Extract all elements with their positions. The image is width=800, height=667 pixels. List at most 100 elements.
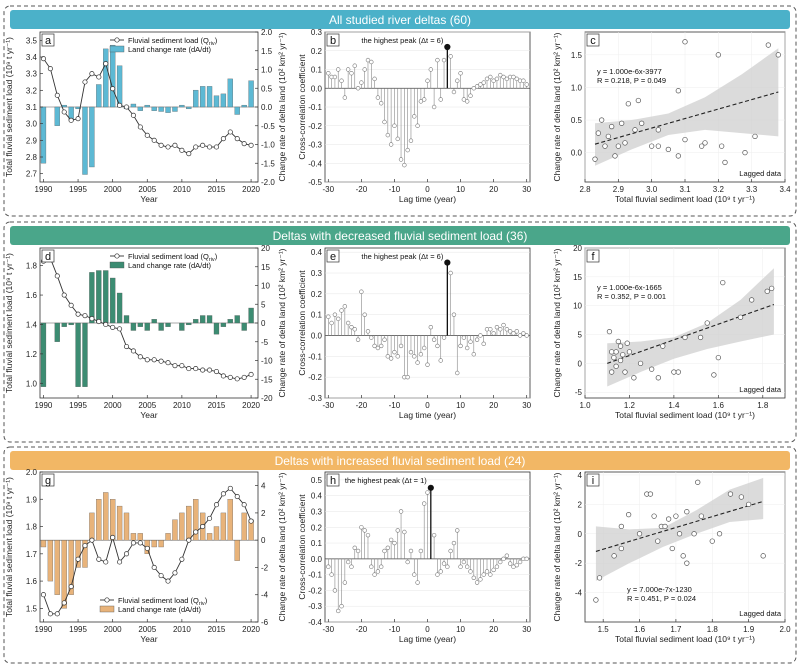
- y-tick-label: 0.0: [311, 555, 323, 564]
- stem-marker: [398, 157, 404, 162]
- stem-marker: [369, 59, 374, 65]
- y-tick-label: 1.6: [26, 577, 38, 586]
- scatter-point: [711, 372, 717, 378]
- stem-marker: [451, 540, 457, 546]
- sediment-load-point: [61, 292, 67, 298]
- scatter-point: [715, 354, 721, 361]
- x-tick-label: 1.9: [743, 625, 755, 634]
- y-tick-label: 10: [573, 302, 582, 311]
- scatter-point: [742, 150, 748, 156]
- scatter-point: [622, 369, 628, 375]
- land-change-bar: [213, 526, 220, 541]
- stem-marker: [435, 57, 440, 63]
- scatter-point: [752, 133, 758, 139]
- y2-tick-label: 0.5: [261, 84, 273, 93]
- y-axis-label: Total fluvial sediment load (10⁹ t yr⁻¹): [4, 253, 14, 393]
- stem-marker: [458, 71, 463, 76]
- y-tick-label: 2: [578, 500, 583, 509]
- stem-marker: [504, 327, 510, 332]
- scatter-point: [609, 349, 615, 355]
- stem-marker: [385, 132, 391, 138]
- y-tick-label: 2.0: [26, 468, 38, 477]
- sediment-load-point: [241, 374, 247, 380]
- stem-marker: [524, 82, 529, 87]
- x-tick-label: -30: [323, 401, 335, 410]
- land-change-bar: [227, 78, 233, 108]
- x-tick-label: 1.0: [579, 401, 591, 410]
- x-tick-label: 3.1: [679, 185, 691, 194]
- legend-subscript: riv: [209, 257, 215, 263]
- stem-marker: [349, 71, 354, 76]
- stem-marker: [362, 312, 367, 317]
- y-tick-label: -0.1: [308, 352, 322, 361]
- scatter-point: [620, 352, 626, 358]
- land-change-bar: [130, 103, 137, 108]
- land-change-bar: [82, 106, 88, 175]
- row-decreased: Deltas with decreased fluvial sediment l…: [3, 221, 797, 443]
- x-tick-label: 1995: [69, 401, 87, 410]
- stem-marker: [524, 556, 529, 562]
- stem-marker: [385, 354, 391, 359]
- land-change-bar: [248, 80, 254, 108]
- stem-marker: [326, 314, 331, 319]
- land-change-bar: [227, 319, 233, 324]
- y-axis-label: Change rate of delta land (10² km² yr⁻¹): [552, 248, 562, 397]
- stem-marker: [461, 97, 467, 102]
- sediment-load-point: [68, 117, 74, 123]
- x-tick-label: -20: [356, 625, 368, 634]
- land-change-bar: [220, 322, 227, 327]
- stem-marker: [498, 72, 503, 78]
- stem-marker: [375, 345, 381, 351]
- y2-tick-label: 4: [261, 482, 266, 491]
- stem-marker: [392, 349, 397, 355]
- stem-marker: [418, 352, 424, 357]
- x-tick-label: 3.3: [746, 185, 758, 194]
- y-tick-label: -4: [575, 589, 583, 598]
- y-tick-label: -0.4: [308, 618, 322, 627]
- y-tick-label: 3.4: [26, 53, 38, 62]
- sediment-load-point: [75, 311, 81, 317]
- scatter-point: [639, 120, 645, 126]
- stem-marker: [507, 329, 513, 334]
- row-banner: [10, 451, 790, 470]
- stem-marker: [395, 136, 400, 142]
- stem-marker: [382, 337, 387, 342]
- land-change-bar: [234, 315, 240, 324]
- stem-marker: [398, 343, 404, 349]
- stem-marker: [415, 580, 420, 585]
- scatter-point: [631, 375, 637, 381]
- sediment-load-point: [207, 515, 213, 521]
- sediment-load-point: [137, 540, 143, 546]
- y2-tick-label: 1.5: [261, 47, 273, 56]
- land-change-bar: [144, 104, 150, 108]
- stem-marker: [435, 343, 440, 349]
- y2-tick-label: 0: [261, 319, 266, 328]
- stem-marker: [458, 564, 463, 569]
- y-tick-label: 2.8: [26, 153, 38, 162]
- x-tick-label: 1.6: [713, 401, 725, 410]
- confidence-band: [595, 477, 764, 581]
- y2-tick-label: 1.0: [261, 66, 273, 75]
- stem-marker: [494, 564, 500, 569]
- stem-marker: [336, 67, 341, 72]
- sediment-load-point: [68, 302, 74, 308]
- stem-marker: [507, 561, 513, 566]
- legend-bar-label: Land change rate (dA/dt): [128, 261, 211, 270]
- scatter-point: [655, 538, 661, 544]
- sediment-load-point: [158, 573, 164, 579]
- legend-line-marker: [104, 597, 110, 603]
- stem-marker: [448, 548, 453, 554]
- stem-marker: [352, 545, 357, 550]
- land-change-bar: [61, 322, 67, 327]
- sediment-load-point: [61, 109, 67, 115]
- scatter-point: [605, 133, 611, 139]
- sediment-load-point: [144, 357, 150, 363]
- y-tick-label: -0.2: [308, 122, 322, 131]
- row-title: All studied river deltas (60): [329, 13, 471, 27]
- x-tick-label: 20: [489, 401, 498, 410]
- sediment-load-point: [165, 144, 171, 150]
- y-tick-label: 0.1: [311, 66, 323, 75]
- stem-marker: [524, 333, 529, 338]
- x-tick-label: 3.4: [779, 185, 791, 194]
- stem-marker: [435, 572, 440, 577]
